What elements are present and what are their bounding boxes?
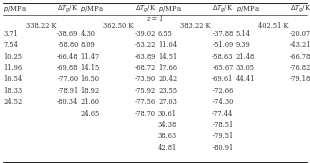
Text: 9.39: 9.39: [236, 41, 250, 49]
Text: 38.63: 38.63: [158, 132, 177, 140]
Text: -73.90: -73.90: [135, 75, 156, 83]
Text: -77.56: -77.56: [135, 98, 156, 106]
Text: 7.54: 7.54: [3, 41, 18, 49]
Text: 338.22 K: 338.22 K: [25, 22, 56, 30]
Text: 27.03: 27.03: [158, 98, 177, 106]
Text: -76.82: -76.82: [290, 64, 310, 72]
Text: $\Delta T_g$/K: $\Delta T_g$/K: [135, 4, 156, 15]
Text: -80.91: -80.91: [212, 144, 233, 152]
Text: -75.92: -75.92: [135, 87, 156, 95]
Text: 34.38: 34.38: [158, 121, 177, 129]
Text: 17.66: 17.66: [158, 64, 177, 72]
Text: 44.41: 44.41: [236, 75, 255, 83]
Text: -65.67: -65.67: [212, 64, 233, 72]
Text: $p$/MPa: $p$/MPa: [81, 5, 104, 15]
Text: 16.54: 16.54: [3, 75, 22, 83]
Text: 11.96: 11.96: [3, 64, 22, 72]
Text: $\Delta T_g$/K: $\Delta T_g$/K: [57, 4, 78, 15]
Text: 24.65: 24.65: [81, 110, 100, 118]
Text: 33.05: 33.05: [236, 64, 255, 72]
Text: 8.09: 8.09: [81, 41, 95, 49]
Text: 23.55: 23.55: [158, 87, 177, 95]
Text: 10.25: 10.25: [3, 53, 22, 61]
Text: 14.51: 14.51: [158, 53, 177, 61]
Text: 3.71: 3.71: [3, 30, 18, 38]
Text: -66.48: -66.48: [57, 53, 78, 61]
Text: -58.80: -58.80: [57, 41, 78, 49]
Text: 402.51 K: 402.51 K: [258, 22, 289, 30]
Text: -39.02: -39.02: [135, 30, 156, 38]
Text: 6.55: 6.55: [158, 30, 173, 38]
Text: $\Delta T_g$/K: $\Delta T_g$/K: [212, 4, 233, 15]
Text: -20.07: -20.07: [290, 30, 310, 38]
Text: -79.51: -79.51: [212, 132, 233, 140]
Text: 18.92: 18.92: [81, 87, 100, 95]
Text: $p$/MPa: $p$/MPa: [236, 5, 259, 15]
Text: 21.48: 21.48: [236, 53, 255, 61]
Text: 20.42: 20.42: [158, 75, 177, 83]
Text: -72.66: -72.66: [212, 87, 233, 95]
Text: 383.22 K: 383.22 K: [180, 22, 211, 30]
Text: -79.18: -79.18: [290, 75, 310, 83]
Text: $\Delta T_g$/K: $\Delta T_g$/K: [290, 4, 310, 15]
Text: -37.88: -37.88: [212, 30, 233, 38]
Text: 30.61: 30.61: [158, 110, 177, 118]
Text: 42.81: 42.81: [158, 144, 177, 152]
Text: -53.22: -53.22: [135, 41, 156, 49]
Text: 4.30: 4.30: [81, 30, 95, 38]
Text: 21.60: 21.60: [81, 98, 100, 106]
Text: -77.44: -77.44: [212, 110, 233, 118]
Text: z = 1: z = 1: [146, 15, 164, 23]
Text: -38.69: -38.69: [57, 30, 78, 38]
Text: 362.50 K: 362.50 K: [103, 22, 133, 30]
Text: 24.52: 24.52: [3, 98, 22, 106]
Text: 18.33: 18.33: [3, 87, 22, 95]
Text: -51.09: -51.09: [212, 41, 233, 49]
Text: -68.72: -68.72: [135, 64, 156, 72]
Text: $p$/MPa: $p$/MPa: [3, 5, 27, 15]
Text: 16.50: 16.50: [81, 75, 100, 83]
Text: -77.60: -77.60: [57, 75, 78, 83]
Text: 14.15: 14.15: [81, 64, 100, 72]
Text: -69.61: -69.61: [212, 75, 233, 83]
Text: 11.47: 11.47: [81, 53, 100, 61]
Text: -78.91: -78.91: [57, 87, 78, 95]
Text: -78.70: -78.70: [135, 110, 156, 118]
Text: -78.51: -78.51: [212, 121, 233, 129]
Text: -74.30: -74.30: [212, 98, 233, 106]
Text: 11.04: 11.04: [158, 41, 177, 49]
Text: 5.14: 5.14: [236, 30, 250, 38]
Text: $p$/MPa: $p$/MPa: [158, 5, 182, 15]
Text: -66.78: -66.78: [290, 53, 310, 61]
Text: -80.34: -80.34: [57, 98, 78, 106]
Text: -43.21: -43.21: [290, 41, 310, 49]
Text: -69.88: -69.88: [57, 64, 78, 72]
Text: -63.89: -63.89: [135, 53, 156, 61]
Text: -58.63: -58.63: [212, 53, 233, 61]
